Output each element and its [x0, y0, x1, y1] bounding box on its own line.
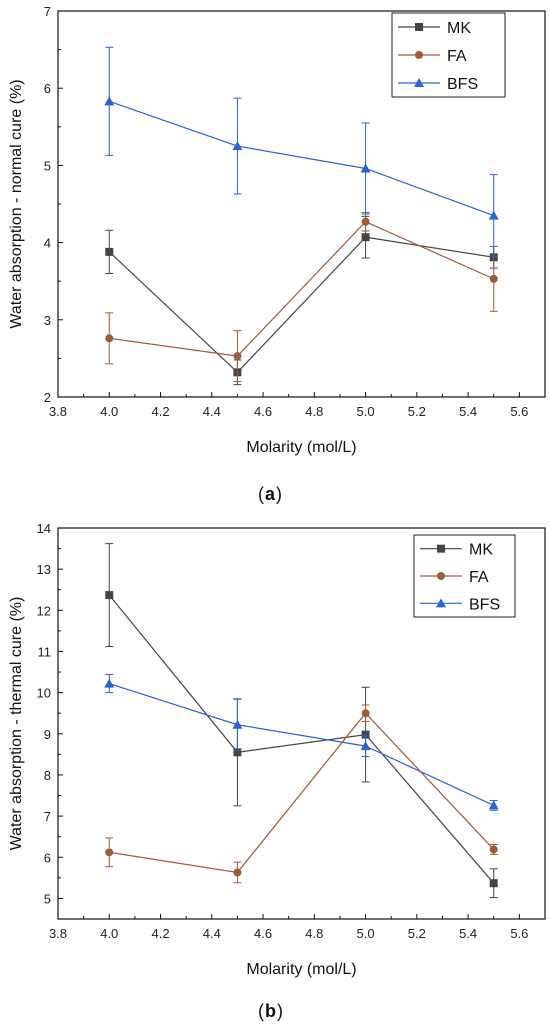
plot-frame-b [57, 527, 546, 920]
data-point-fa-b [361, 709, 370, 718]
y-tick-label-a: 7 [44, 4, 51, 19]
data-point-fa-a [361, 217, 370, 226]
y-tick-label-b: 12 [37, 603, 51, 618]
x-tick-label-a: 3.8 [49, 404, 67, 419]
panel-b-caption-close: ) [277, 1001, 283, 1021]
series-line-mk-a [108, 236, 494, 374]
y-tick-label-a: 5 [44, 158, 51, 173]
data-point-fa-b [489, 845, 498, 854]
data-point-mk-b [489, 879, 498, 888]
y-tick-label-b: 8 [44, 768, 51, 783]
y-axis-label-b: Water absorption - thermal cure (%) [8, 597, 25, 851]
data-point-bfs-a [104, 96, 115, 106]
legend-label-bfs-b: BFS [469, 596, 500, 613]
data-point-fa-b [105, 848, 114, 857]
y-tick-label-b: 14 [37, 521, 51, 536]
data-point-bfs-b [232, 719, 243, 729]
data-point-fa-a [489, 274, 498, 283]
series-line-fa-a [109, 221, 494, 357]
data-point-mk-b [361, 730, 370, 739]
data-point-bfs-b [360, 741, 371, 751]
x-axis-label-a: Molarity (mol/L) [246, 439, 356, 456]
panel-b-caption-open: ( [258, 1001, 264, 1021]
y-tick-label-b: 5 [44, 891, 51, 906]
legend-marker-mk-b [437, 544, 445, 553]
series-line-mk-b [108, 594, 495, 884]
x-tick-label-a: 5.0 [357, 404, 375, 419]
series-line-bfs-a [109, 100, 494, 217]
legend-marker-fa-b [437, 572, 445, 580]
x-tick-label-b: 5.0 [357, 926, 375, 941]
data-point-mk-b [105, 591, 114, 600]
y-tick-label-b: 10 [37, 686, 51, 701]
x-tick-label-a: 5.4 [459, 404, 477, 419]
panel-a-caption-close: ) [276, 484, 282, 504]
data-point-mk-a [361, 233, 370, 242]
data-point-bfs-b [488, 800, 499, 810]
x-tick-label-b: 5.4 [459, 926, 477, 941]
y-tick-label-a: 3 [44, 313, 51, 328]
x-tick-label-a: 4.4 [203, 404, 221, 419]
legend-label-mk-b: MK [469, 542, 493, 559]
x-tick-label-b: 5.2 [408, 926, 426, 941]
data-point-fa-b [233, 868, 242, 877]
series-line-fa-b [109, 712, 495, 874]
x-tick-label-a: 4.2 [151, 404, 169, 419]
data-point-mk-a [105, 247, 114, 256]
x-tick-label-a: 4.0 [100, 404, 118, 419]
legend-label-fa-a: FA [447, 48, 467, 65]
legend-label-mk-a: MK [447, 20, 471, 37]
data-point-bfs-a [488, 210, 499, 220]
x-tick-label-b: 4.4 [203, 926, 221, 941]
x-tick-label-b: 4.8 [305, 926, 323, 941]
data-point-bfs-a [232, 141, 243, 151]
x-tick-label-b: 4.0 [100, 926, 118, 941]
x-tick-label-b: 3.8 [49, 926, 67, 941]
data-point-fa-a [105, 334, 114, 343]
y-axis-label-a: Water absorption - normal cure (%) [8, 79, 25, 328]
series-line-bfs-b [109, 683, 494, 806]
chart-panel-b: 3.8 4.0 4.2 4.4 4.6 4.8 5.0 5.2 5.4 5.6 5 6 7 8 9 10 11 1… [8, 521, 546, 978]
legend-label-bfs-a: BFS [447, 76, 478, 93]
x-tick-label-a: 4.6 [254, 404, 272, 419]
data-point-fa-a [233, 352, 242, 361]
panel-a-caption-label: a [265, 484, 276, 504]
legend-marker-bfs-b [436, 598, 446, 608]
y-tick-label-b: 7 [44, 809, 51, 824]
x-tick-label-a: 5.2 [408, 404, 426, 419]
x-tick-label-b: 4.6 [254, 926, 272, 941]
y-tick-label-b: 9 [44, 727, 51, 742]
x-tick-label-b: 4.2 [151, 926, 169, 941]
panel-a-caption-open: ( [258, 484, 264, 504]
chart-panel-a: 3.8 4.0 4.2 4.4 4.6 4.8 5.0 5.2 5.4 5.6 2 3 4 5 6 7 Mola… [8, 4, 546, 456]
y-tick-label-a: 6 [44, 81, 51, 96]
y-tick-label-b: 11 [38, 644, 52, 659]
legend-label-fa-b: FA [469, 569, 489, 586]
x-tick-label-b: 5.6 [510, 926, 528, 941]
x-axis-label-b: Molarity (mol/L) [246, 961, 356, 978]
y-tick-label-a: 2 [44, 390, 51, 405]
legend-marker-fa-a [415, 51, 423, 59]
panel-b-caption-label: b [265, 1001, 276, 1021]
data-point-bfs-a [360, 163, 371, 173]
y-tick-label-b: 13 [37, 562, 51, 577]
x-tick-label-a: 5.6 [510, 404, 528, 419]
data-point-bfs-b [104, 678, 115, 688]
y-tick-label-a: 4 [44, 236, 51, 251]
legend-marker-mk-a [415, 23, 423, 31]
legend-marker-bfs-a [414, 78, 424, 87]
x-tick-label-a: 4.8 [305, 404, 323, 419]
data-point-mk-b [233, 748, 242, 757]
y-tick-label-b: 6 [44, 850, 51, 865]
